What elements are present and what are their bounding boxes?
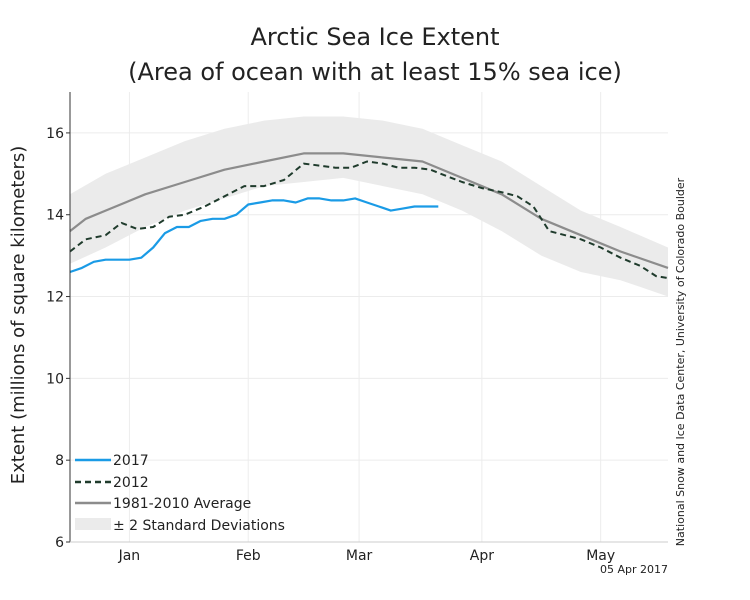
series-line-2017 [69,197,439,274]
x-tick-label: Jan [118,548,141,564]
x-tick-label: Mar [346,548,373,564]
y-tick-label: 10 [46,371,64,387]
legend: 2017 2012 1981-2010 Average ± 2 Standard… [75,453,285,534]
x-tick-labels: Jan Feb Mar Apr May [118,548,616,564]
y-tick-label: 8 [55,453,64,469]
credit-text: National Snow and Ice Data Center, Unive… [674,177,687,546]
y-tick-labels: 6 8 10 12 14 16 [46,126,70,551]
legend-label-std-dev: ± 2 Standard Deviations [113,518,285,534]
legend-label-average: 1981-2010 Average [113,496,251,512]
chart-subtitle: (Area of ocean with at least 15% sea ice… [128,58,622,86]
legend-swatch-std-dev [75,518,111,530]
series-lines [69,152,669,280]
x-tick-label: Apr [470,548,494,564]
series-std-dev-band [70,116,668,297]
x-tick-label: May [586,548,615,564]
y-tick-label: 12 [46,290,64,306]
chart-title: Arctic Sea Ice Extent [250,23,499,51]
y-axis-label: Extent (millions of square kilometers) [8,146,29,485]
std-dev-band [70,116,668,297]
x-tick-label: Feb [236,548,261,564]
date-stamp: 05 Apr 2017 [600,563,668,576]
y-tick-label: 14 [46,208,64,224]
legend-label-2017: 2017 [113,453,149,469]
y-tick-label: 6 [55,535,64,551]
y-tick-label: 16 [46,126,64,142]
legend-label-2012: 2012 [113,475,149,491]
series-line-2012 [69,160,669,280]
series-line-1981-2010-average [69,152,669,269]
axes [69,92,668,543]
